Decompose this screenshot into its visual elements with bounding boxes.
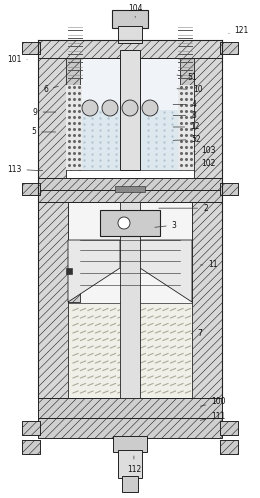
Bar [38,202,68,398]
Polygon shape [140,240,192,302]
Text: 9: 9 [33,108,56,117]
Text: 103: 103 [194,146,215,155]
Text: 12: 12 [173,123,200,131]
Bar [22,440,40,454]
Text: 51: 51 [177,73,197,82]
Bar [68,202,192,398]
Bar [112,10,148,28]
Bar [140,110,180,170]
Bar [38,398,222,418]
Bar [38,40,222,58]
Bar [22,421,40,435]
Bar [22,42,40,54]
Circle shape [118,217,130,229]
Text: 6: 6 [43,85,58,94]
Text: 7: 7 [191,329,203,338]
Bar [118,450,142,478]
Bar [220,421,238,435]
Bar [220,42,238,54]
Bar [220,440,238,454]
Text: 112: 112 [127,456,141,474]
Circle shape [122,100,138,116]
Bar [220,440,238,454]
Text: 121: 121 [229,26,249,35]
Bar [22,183,40,195]
Text: 52: 52 [173,135,201,144]
Bar [120,202,140,398]
Text: 10: 10 [177,85,203,94]
Bar [38,418,222,438]
Bar [68,303,192,398]
Bar [220,183,238,195]
Bar [22,440,40,454]
Bar [220,42,238,54]
Bar [22,183,40,195]
Bar [66,58,80,170]
Bar [66,268,72,274]
Text: 113: 113 [7,165,43,174]
Bar [115,186,145,192]
Bar [100,210,160,236]
Bar [178,85,194,170]
Bar [113,436,147,452]
Text: 111: 111 [200,412,225,421]
Bar [120,50,140,170]
Text: 8: 8 [173,111,196,120]
Text: 5: 5 [31,127,56,136]
Text: 3: 3 [155,221,177,230]
Text: 11: 11 [200,260,218,269]
Text: 2: 2 [159,204,208,213]
Bar [80,58,180,170]
Bar [22,421,40,435]
Bar [180,58,194,170]
Bar [80,110,180,170]
Text: 4: 4 [173,100,196,109]
Bar [220,421,238,435]
Bar [194,58,222,178]
Text: 101: 101 [7,55,27,64]
Text: 100: 100 [200,397,226,406]
Circle shape [82,100,98,116]
Bar [68,240,80,302]
Circle shape [142,100,158,116]
Bar [38,178,222,190]
Polygon shape [68,240,120,302]
Bar [66,85,82,170]
Bar [38,58,66,178]
Circle shape [102,100,118,116]
Bar [122,476,138,492]
Bar [192,202,222,398]
Text: 104: 104 [128,4,142,17]
Bar [38,190,222,202]
Text: 102: 102 [194,159,215,168]
Bar [22,42,40,54]
Bar [118,26,142,43]
Bar [220,183,238,195]
Bar [80,110,120,170]
